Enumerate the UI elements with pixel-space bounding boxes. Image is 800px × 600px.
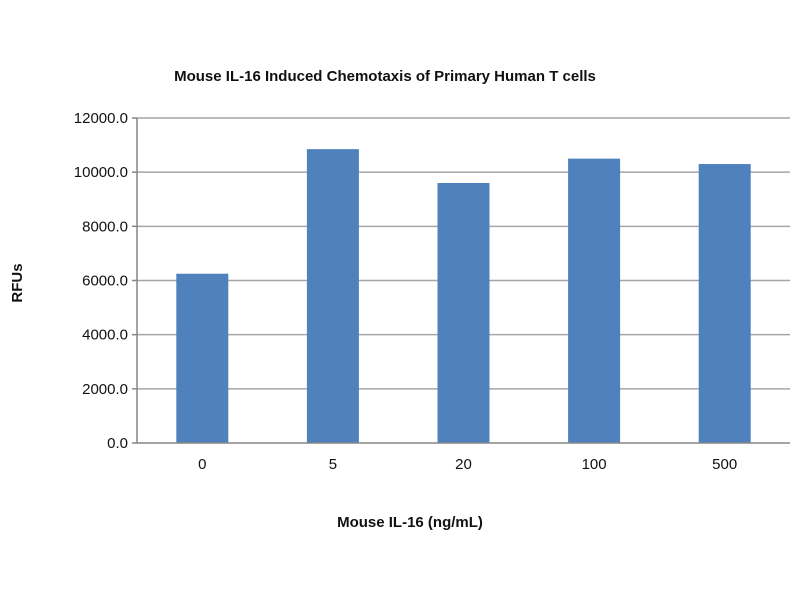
chart-title: Mouse IL-16 Induced Chemotaxis of Primar… bbox=[174, 68, 596, 85]
y-tick-label: 12000.0 bbox=[74, 110, 128, 127]
x-axis-label: Mouse IL-16 (ng/mL) bbox=[337, 514, 483, 531]
x-tick-label: 5 bbox=[329, 456, 337, 473]
bar-5 bbox=[306, 149, 359, 444]
bars bbox=[176, 149, 751, 444]
bar-20 bbox=[437, 183, 490, 443]
x-tick-label: 500 bbox=[712, 456, 737, 473]
x-tick-label: 20 bbox=[455, 456, 472, 473]
y-axis-label: RFUs bbox=[9, 263, 26, 302]
y-tick-labels: 0.0 2000.0 4000.0 6000.0 8000.0 10000.0 12000.… bbox=[74, 110, 128, 452]
y-tick-label: 8000.0 bbox=[82, 218, 128, 235]
x-tick-label: 0 bbox=[198, 456, 206, 473]
x-tick-labels: 0 5 20 100 500 bbox=[198, 456, 737, 473]
y-tick-label: 2000.0 bbox=[82, 381, 128, 398]
y-tick-label: 6000.0 bbox=[82, 273, 128, 290]
bar-0 bbox=[176, 273, 229, 443]
y-tick-label: 10000.0 bbox=[74, 164, 128, 181]
y-tick-label: 0.0 bbox=[107, 435, 128, 452]
bar-500 bbox=[698, 164, 751, 443]
y-tick-label: 4000.0 bbox=[82, 327, 128, 344]
bar-100 bbox=[568, 158, 621, 443]
x-tick-label: 100 bbox=[582, 456, 607, 473]
